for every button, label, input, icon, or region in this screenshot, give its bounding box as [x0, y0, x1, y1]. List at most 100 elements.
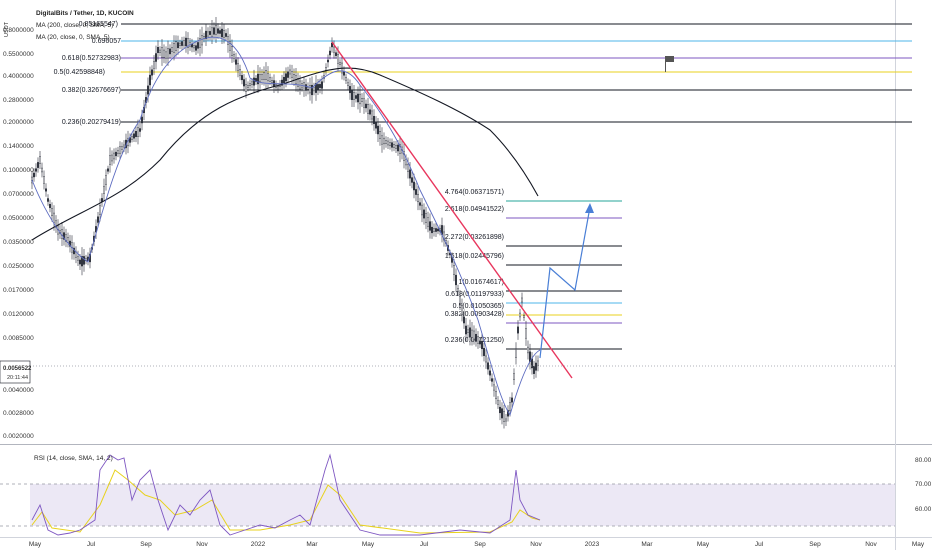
price-tick-label: 0.0085000 — [3, 335, 34, 342]
candle-body — [391, 142, 394, 148]
time-tick-label: Sep — [809, 541, 821, 548]
price-tick-label: 0.0170000 — [3, 287, 34, 294]
candle-body — [343, 71, 346, 76]
candle-body — [230, 46, 233, 56]
candle-body — [515, 349, 518, 358]
candle-body — [210, 27, 213, 37]
candle-body — [533, 366, 536, 374]
price-tick-label: 0.0120000 — [3, 311, 34, 318]
candle-body — [240, 75, 243, 81]
candle-body — [357, 93, 360, 103]
ma200-line[interactable] — [31, 67, 539, 241]
candle-body — [455, 274, 458, 286]
candle-body — [204, 30, 207, 40]
time-tick-label: Nov — [865, 541, 877, 548]
candle-body — [393, 144, 396, 148]
candle-body — [513, 373, 516, 380]
fib-extension-lower[interactable]: 4.764(0.06371571) 2.618(0.04941522) 2.272(… — [445, 189, 622, 350]
price-tick-label: 0.8000000 — [3, 27, 34, 34]
candle-body — [423, 209, 426, 219]
candle-body — [527, 346, 530, 354]
candle-body — [228, 41, 231, 51]
candle-body — [345, 77, 348, 81]
rsi-ma-line[interactable] — [31, 469, 541, 534]
candle-body — [257, 73, 260, 85]
candle-body — [477, 336, 480, 344]
candle-body — [45, 188, 48, 192]
rsi-legend: RSI (14, close, SMA, 14, 2) — [34, 455, 113, 462]
candle-body — [535, 362, 538, 371]
fib-retracement-upper[interactable]: 0.85165547) 0.696057 0.618(0.52732983) 0.5(… — [54, 21, 912, 126]
candle-body — [283, 76, 286, 84]
candle-body — [305, 84, 308, 91]
downtrend-line[interactable] — [331, 41, 573, 379]
time-tick-label: May — [697, 541, 710, 548]
candle-body — [277, 86, 280, 90]
candle-body — [206, 31, 209, 37]
projection-path[interactable] — [539, 206, 591, 359]
rsi-tick-label: 60.00 — [915, 506, 932, 513]
candle-body — [425, 213, 428, 223]
price-axis[interactable]: 0.8000000 0.5500000 0.4000000 0.2800000 0.20… — [3, 27, 34, 440]
fib-ext-label: 0.618(0.01197933) — [445, 291, 504, 298]
rsi-line[interactable] — [31, 453, 541, 536]
price-pane[interactable] — [0, 0, 895, 444]
candle-body — [495, 391, 498, 399]
price-tick-label: 0.0250000 — [3, 263, 34, 270]
candle-body — [371, 110, 374, 120]
candle-body — [41, 167, 44, 173]
candle-body — [198, 38, 201, 48]
time-tick-label: Jul — [755, 541, 764, 548]
time-tick-label: Jul — [420, 541, 429, 548]
candle-body — [339, 62, 342, 65]
candle-body — [242, 79, 245, 87]
candle-body — [457, 288, 460, 292]
candle-body — [82, 256, 85, 265]
candle-body — [469, 327, 472, 338]
candle-body — [397, 144, 400, 152]
time-axis[interactable]: May Jul Sep Nov 2022 Mar May Jul Sep Nov 2023 Mar Ma… — [29, 541, 925, 548]
candle-body — [521, 297, 524, 303]
candle-body — [289, 69, 292, 75]
candle-body — [112, 152, 115, 160]
time-tick-label: Mar — [641, 541, 653, 548]
time-tick-label: Nov — [196, 541, 208, 548]
time-tick-label: May — [362, 541, 375, 548]
time-tick-label: May — [29, 541, 42, 548]
candle-body — [265, 70, 268, 80]
candle-body — [413, 181, 416, 191]
candle-body — [335, 52, 338, 56]
candle-body — [517, 326, 520, 334]
candle-body — [63, 232, 66, 240]
candle-body — [118, 146, 121, 154]
candle-body — [174, 41, 177, 51]
candle-body — [421, 204, 424, 216]
candle-body — [431, 226, 434, 234]
candle-body — [309, 85, 312, 94]
candle-body — [114, 151, 117, 157]
fib-ext-label: 0.5(0.01050365) — [453, 303, 504, 310]
ma20-line[interactable] — [31, 36, 541, 417]
candle-body — [196, 42, 199, 49]
candle-body — [106, 168, 109, 172]
legend[interactable]: USDT DigitalBits / Tether, 1D, KUCOIN MA… — [4, 10, 134, 41]
candle-body — [399, 144, 402, 154]
candle-body — [303, 82, 306, 91]
candle-body — [481, 340, 484, 350]
candle-body — [415, 189, 418, 195]
candle-body — [234, 59, 237, 65]
time-tick-label: Jul — [87, 541, 96, 548]
candle-body — [216, 28, 219, 34]
fib-ext-label: 4.764(0.06371571) — [445, 189, 504, 196]
rsi-axis[interactable]: 80.00 70.00 60.00 — [915, 457, 932, 513]
candle-body — [194, 45, 197, 51]
candle-body — [136, 127, 139, 137]
candle-body — [33, 172, 36, 178]
candle-body — [493, 384, 496, 391]
countdown-value: 20:11:44 — [7, 375, 28, 381]
candle-body — [317, 84, 320, 90]
candle-body — [367, 104, 370, 114]
candle-body — [222, 30, 225, 38]
flag-icon[interactable] — [665, 56, 675, 72]
